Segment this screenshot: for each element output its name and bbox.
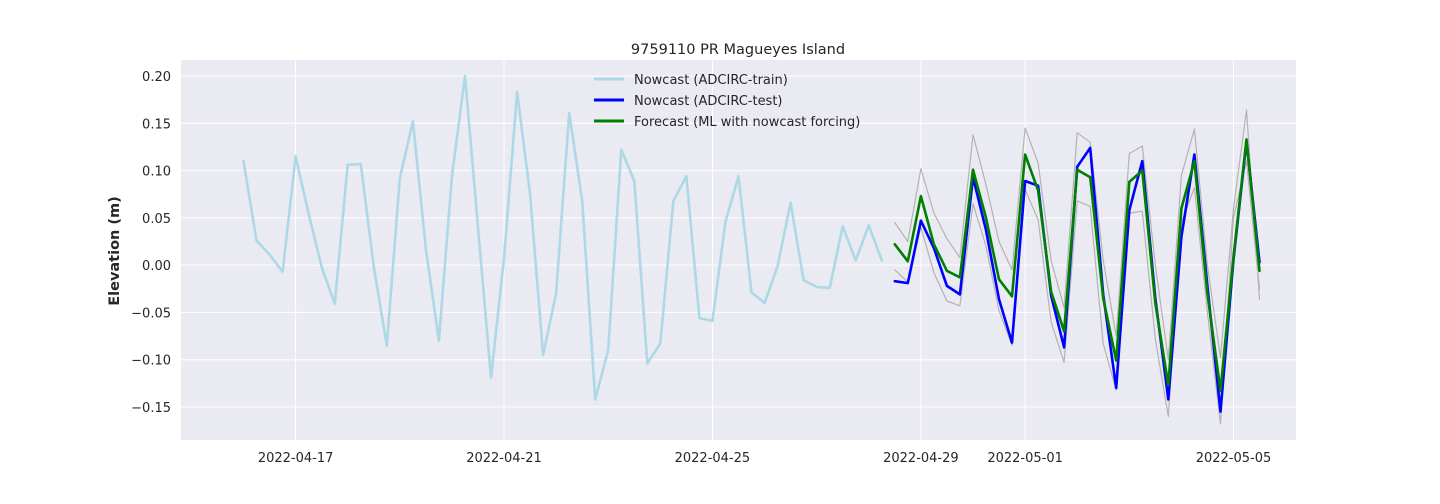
y-axis-ticks: 0.20 0.15 0.10 0.05 0.00 −0.05 −0.10 −0.15 [131,70,171,416]
legend-label-test: Nowcast (ADCIRC-test) [634,94,783,109]
series-line-ensemble-lower [894,160,1261,425]
x-tick-label: 2022-04-21 [466,451,542,466]
y-tick-label: 0.10 [142,165,171,180]
series-lines [242,74,1261,425]
chart-title: 9759110 PR Magueyes Island [631,42,845,58]
y-tick-label: −0.05 [131,306,171,321]
legend-label-train: Nowcast (ADCIRC-train) [634,73,788,88]
y-tick-label: 0.20 [142,70,171,85]
y-axis-label: Elevation (m) [107,196,123,306]
x-tick-label: 2022-05-05 [1196,451,1272,466]
y-tick-label: −0.10 [131,354,171,369]
y-tick-label: 0.05 [142,212,171,227]
series-line-train [242,74,884,401]
x-tick-label: 2022-05-01 [987,451,1063,466]
legend: Nowcast (ADCIRC-train) Nowcast (ADCIRC-t… [594,73,860,130]
x-axis-ticks: 2022-04-17 2022-04-21 2022-04-25 2022-04-29… [258,451,1271,466]
legend-label-forecast: Forecast (ML with nowcast forcing) [634,115,860,130]
y-tick-label: −0.15 [131,401,171,416]
series-line-forecast [893,138,1261,393]
y-tick-label: 0.15 [142,117,171,132]
y-tick-label: 0.00 [142,259,171,274]
x-tick-label: 2022-04-29 [883,451,959,466]
x-tick-label: 2022-04-17 [258,451,334,466]
series-line-ensemble-upper [894,109,1261,361]
x-tick-label: 2022-04-25 [675,451,751,466]
